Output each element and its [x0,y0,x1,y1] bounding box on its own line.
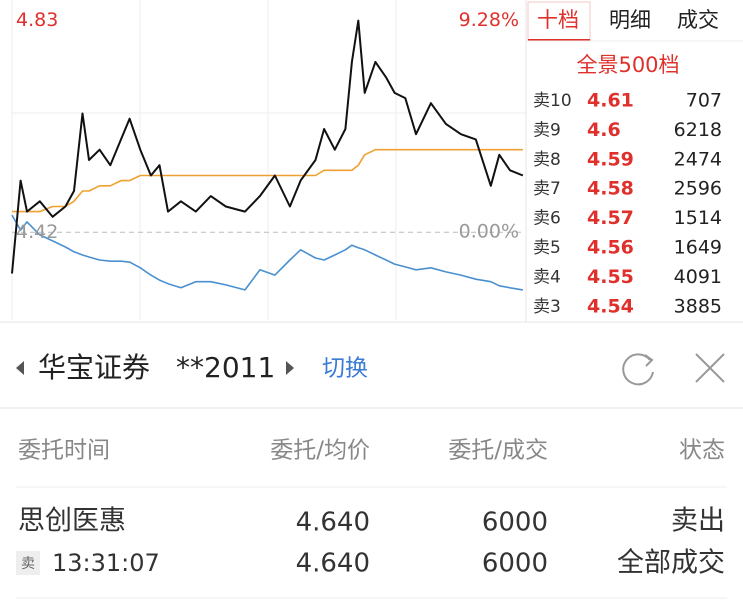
intraday-chart: 9.28% 0.00% 4.83 4.42 [11,0,527,322]
column-header: 委托/成交 [448,438,548,464]
order-direction: 卖出 [671,506,725,537]
order-status: 全部成交 [617,548,725,579]
y-tick-label: 4.83 [16,9,58,31]
column-header: 状态 [679,438,725,464]
level-label: 卖7 [533,179,561,199]
level-label: 卖10 [533,91,572,111]
trade-panel [0,322,743,600]
order-book-title[interactable]: 全景500档 [576,53,679,77]
next-account-arrow[interactable] [286,361,294,375]
level-price: 4.55 [587,266,634,288]
column-header: 委托/均价 [270,438,370,464]
level-volume: 2474 [674,148,722,170]
broker-name: 华宝证券 [38,351,150,384]
level-volume: 4091 [674,266,722,288]
refresh-icon[interactable] [622,353,654,386]
level-volume: 1649 [674,237,722,259]
side-badge-text: 卖 [21,556,35,572]
order-time: 13:31:07 [52,549,160,577]
level-label: 卖3 [533,297,561,317]
tab[interactable]: 成交 [677,8,719,32]
account-number: **2011 [176,351,275,384]
price-line [11,19,524,274]
level-label: 卖9 [533,120,561,140]
divider [0,407,743,409]
level-price: 4.54 [587,295,634,317]
level-label: 卖8 [533,150,561,170]
column-header: 委托时间 [18,438,110,464]
side-badge [16,551,40,575]
order-quantity: 6000 [482,508,548,538]
level-price: 4.56 [587,237,634,259]
level-price: 4.58 [587,178,634,200]
stock-name: 思创医惠 [18,506,126,537]
order-price: 4.640 [296,508,370,538]
level-volume: 2596 [674,178,722,200]
level-volume: 1514 [674,207,722,229]
y2-tick-label: 0.00% [459,221,519,243]
price-line [12,148,523,213]
y2-tick-label: 9.28% [459,9,519,31]
order-book: 卖10 4.61 707 卖9 4.6 6218 卖8 4.59 2474 卖7 4.58 2596 卖… [533,90,722,318]
switch-button[interactable]: 切换 [322,356,368,382]
price-line [11,214,524,291]
y-tick-label: 4.42 [16,221,58,243]
level-price: 4.59 [587,148,634,170]
tab[interactable]: 明细 [609,8,651,32]
prev-account-arrow[interactable] [16,361,24,375]
level-price: 4.57 [587,207,634,229]
level-label: 卖4 [533,267,561,287]
level-volume: 707 [686,90,722,112]
level-price: 4.61 [587,90,634,112]
close-icon[interactable] [695,353,725,383]
tab[interactable]: 十档 [537,8,579,32]
level-volume: 3885 [674,295,722,317]
level-label: 卖6 [533,209,561,229]
refresh-icon-arrow [644,354,654,367]
average-price: 4.640 [296,549,370,579]
level-price: 4.6 [587,119,621,141]
filled-quantity: 6000 [482,549,548,579]
level-label: 卖5 [533,238,561,258]
level-volume: 6218 [674,119,722,141]
